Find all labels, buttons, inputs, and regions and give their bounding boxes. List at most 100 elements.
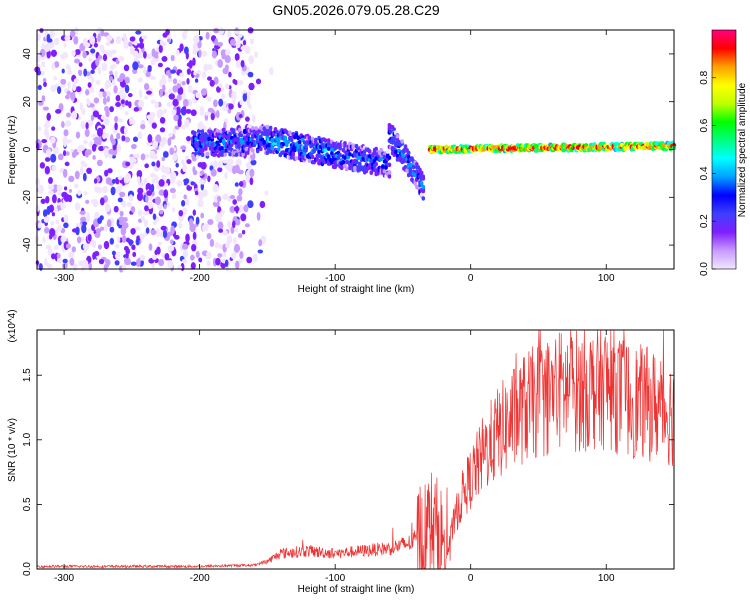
noise-blob: [212, 201, 219, 207]
band-blob: [297, 140, 302, 145]
noise-blob: [107, 168, 113, 174]
band-blob: [192, 130, 197, 136]
noise-blob: [83, 68, 88, 77]
spectrogram-y-ticks: -40 -20 0 20 40: [22, 48, 674, 252]
noise-blob: [97, 217, 103, 224]
noise-blob: [198, 49, 202, 58]
noise-blob: [117, 118, 124, 123]
noise-blob: [45, 148, 52, 158]
noise-blob: [250, 159, 257, 166]
noise-blob: [200, 161, 207, 170]
y-tick-label: 1.5: [22, 368, 33, 382]
noise-blob: [163, 204, 167, 210]
noise-blob: [201, 189, 208, 197]
band-blob: [262, 140, 267, 145]
noise-blob: [158, 258, 165, 267]
noise-blob: [143, 219, 149, 227]
noise-blob: [111, 250, 116, 256]
noise-blob: [244, 223, 250, 228]
noise-blob: [91, 143, 97, 152]
noise-blob: [177, 86, 184, 96]
noise-blob: [182, 98, 189, 107]
noise-blob: [120, 99, 125, 105]
noise-blob: [209, 238, 215, 248]
noise-blob: [137, 176, 141, 185]
noise-blob: [104, 223, 108, 232]
noise-blob: [133, 107, 140, 112]
noise-blob: [113, 205, 119, 213]
noise-blob: [183, 180, 188, 186]
noise-blob: [242, 40, 247, 46]
noise-blob: [180, 199, 186, 207]
band-blob: [291, 151, 296, 156]
noise-blob: [178, 79, 182, 84]
noise-blob: [159, 39, 164, 46]
noise-blob: [37, 125, 42, 132]
noise-blob: [62, 258, 68, 264]
noise-blob: [107, 50, 113, 58]
noise-blob: [181, 31, 187, 40]
noise-blob: [138, 89, 143, 98]
band-blob: [244, 147, 249, 152]
noise-blob: [154, 53, 159, 59]
noise-blob: [66, 112, 71, 118]
noise-blob: [82, 243, 90, 251]
noise-blob: [238, 180, 244, 187]
noise-blob: [80, 166, 84, 176]
band-blob: [276, 147, 281, 152]
noise-blob: [87, 119, 94, 127]
noise-blob: [177, 265, 183, 271]
noise-blob: [78, 62, 83, 67]
noise-blob: [235, 111, 242, 121]
noise-blob: [193, 35, 200, 44]
noise-blob: [95, 57, 100, 67]
noise-blob: [217, 42, 223, 47]
noise-blob: [98, 91, 104, 98]
noise-blob: [241, 229, 246, 235]
noise-blob: [244, 116, 250, 122]
noise-blob: [237, 233, 243, 239]
noise-blob: [75, 226, 80, 236]
band-blob: [236, 137, 240, 142]
noise-blob: [87, 227, 92, 237]
noise-blob: [172, 154, 178, 162]
noise-blob: [55, 219, 60, 225]
noise-blob: [41, 95, 46, 102]
band-blob: [421, 196, 426, 201]
noise-blob: [48, 177, 53, 184]
noise-blob: [58, 239, 62, 246]
noise-blob: [217, 253, 223, 258]
noise-blob: [130, 261, 137, 266]
noise-blob: [49, 136, 56, 144]
noise-blob: [118, 216, 125, 223]
noise-blob: [235, 260, 240, 270]
noise-blob: [150, 172, 156, 179]
y-tick-label: -40: [22, 237, 33, 252]
noise-blob: [166, 101, 173, 107]
noise-blob: [139, 254, 146, 261]
noise-blob: [117, 175, 123, 181]
noise-blob: [215, 257, 221, 266]
noise-blob: [119, 87, 125, 94]
noise-blob: [115, 94, 121, 102]
noise-blob: [90, 114, 95, 121]
noise-blob: [57, 86, 62, 95]
noise-blob: [127, 93, 133, 98]
band-blob: [228, 152, 232, 157]
noise-blob: [136, 169, 143, 179]
noise-blob: [143, 177, 148, 186]
band-blob: [395, 134, 400, 139]
noise-blob: [247, 200, 254, 209]
noise-blob: [172, 128, 177, 135]
noise-blob: [240, 60, 245, 68]
noise-blob: [234, 164, 240, 174]
noise-blob: [71, 246, 76, 253]
noise-blob: [89, 87, 95, 93]
noise-blob: [129, 36, 136, 42]
noise-blob: [257, 249, 264, 254]
colorbar-label: Normalized spectral amplitude: [737, 82, 748, 217]
noise-blob: [114, 115, 119, 123]
y-tick-label: 1.0: [22, 432, 33, 446]
y-tick-label: 0.0: [22, 562, 33, 576]
